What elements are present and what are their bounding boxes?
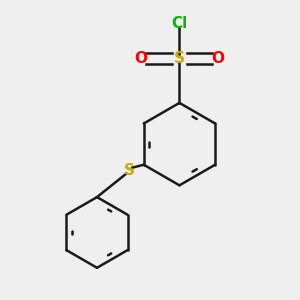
Text: O: O <box>135 51 148 66</box>
Text: Cl: Cl <box>171 16 188 31</box>
Text: S: S <box>124 163 135 178</box>
Text: O: O <box>211 51 224 66</box>
Text: S: S <box>174 51 185 66</box>
